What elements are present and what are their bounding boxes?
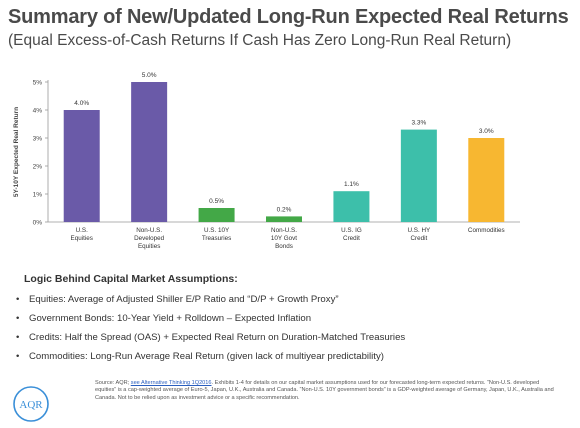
y-tick-label: 1% <box>33 192 43 199</box>
source-prefix: Source: AQR; <box>95 380 131 386</box>
data-label-6: 3.0% <box>479 128 494 135</box>
x-tick-label-1: Equities <box>138 243 160 250</box>
logic-bullet-credits: • Credits: Half the Spread (OAS) + Expect… <box>16 332 405 351</box>
logic-bullet-government-bonds: • Government Bonds: 10-Year Yield + Rolld… <box>16 313 405 332</box>
logic-bullet-list: • Equities: Average of Adjusted Shiller E… <box>16 294 405 370</box>
logic-bullet-text: Government Bonds: 10-Year Yield + Rolldo… <box>29 313 312 324</box>
y-tick-label: 4% <box>33 108 43 115</box>
x-tick-label-4: U.S. IG <box>341 227 362 234</box>
y-tick-label: 0% <box>33 220 43 227</box>
logic-section-title: Logic Behind Capital Market Assumptions: <box>24 273 238 285</box>
data-label-3: 0.2% <box>277 206 292 213</box>
bullet-glyph: • <box>16 294 20 305</box>
logic-bullet-commodities: • Commodities: Long-Run Average Real Retu… <box>16 351 405 370</box>
x-tick-label-2: U.S. 10Y <box>204 227 230 234</box>
source-footnote: Source: AQR; see Alternative Thinking 1Q… <box>95 380 557 402</box>
x-tick-label-3: Non-U.S. <box>271 227 297 234</box>
logo-ring <box>13 386 49 422</box>
logo-text: AQR <box>19 399 43 411</box>
x-tick-label-2: Treasuries <box>202 235 232 242</box>
x-tick-label-1: Developed <box>134 235 165 242</box>
chart-subtitle: (Equal Excess-of-Cash Returns If Cash Ha… <box>8 32 512 49</box>
bullet-glyph: • <box>16 332 20 343</box>
logic-bullet-text: Commodities: Long-Run Average Real Retur… <box>29 351 384 362</box>
y-axis-label: 5Y-10Y Expected Real Return <box>13 107 20 197</box>
data-label-2: 0.5% <box>209 198 224 205</box>
bar-3 <box>266 216 302 222</box>
logic-bullet-text: Credits: Half the Spread (OAS) + Expecte… <box>29 332 406 343</box>
data-label-0: 4.0% <box>74 100 89 107</box>
bar-6 <box>468 138 505 222</box>
x-tick-label-3: Bonds <box>275 243 293 250</box>
x-tick-label-0: U.S. <box>76 227 88 234</box>
x-tick-label-4: Credit <box>343 235 360 242</box>
bar-chart: 0% 1% 2% 3% 4% 5% 5Y-10Y Expected Real Return 4… <box>13 72 520 250</box>
bar-5 <box>400 129 437 222</box>
data-label-5: 3.3% <box>411 120 426 127</box>
x-tick-label-1: Non-U.S. <box>136 227 162 234</box>
x-tick-label-5: Credit <box>410 235 427 242</box>
x-tick-label-0: Equities <box>71 235 93 242</box>
y-tick-label: 2% <box>33 164 43 171</box>
x-tick-label-6: Commodities <box>468 227 505 234</box>
data-label-4: 1.1% <box>344 181 359 188</box>
aqr-logo: AQR <box>13 386 49 422</box>
bar-2 <box>198 208 235 222</box>
x-tick-label-3: 10Y Govt <box>271 235 297 242</box>
bar-0 <box>63 110 100 222</box>
bullet-glyph: • <box>16 351 20 362</box>
chart-title: Summary of New/Updated Long-Run Expected… <box>8 6 569 28</box>
x-tick-label-5: U.S. HY <box>407 227 431 234</box>
bar-1 <box>131 82 168 222</box>
data-label-1: 5.0% <box>142 72 157 79</box>
y-tick-label: 3% <box>33 136 43 143</box>
bar-4 <box>333 191 370 222</box>
logic-bullet-text: Equities: Average of Adjusted Shiller E/… <box>29 294 339 305</box>
y-tick-label: 5% <box>33 80 43 87</box>
bullet-glyph: • <box>16 313 20 324</box>
source-link[interactable]: see Alternative Thinking 1Q2016 <box>130 380 212 386</box>
source-text: . Exhibits 1-4 for details on our capita… <box>95 380 554 401</box>
logic-bullet-equities: • Equities: Average of Adjusted Shiller E… <box>16 294 405 313</box>
